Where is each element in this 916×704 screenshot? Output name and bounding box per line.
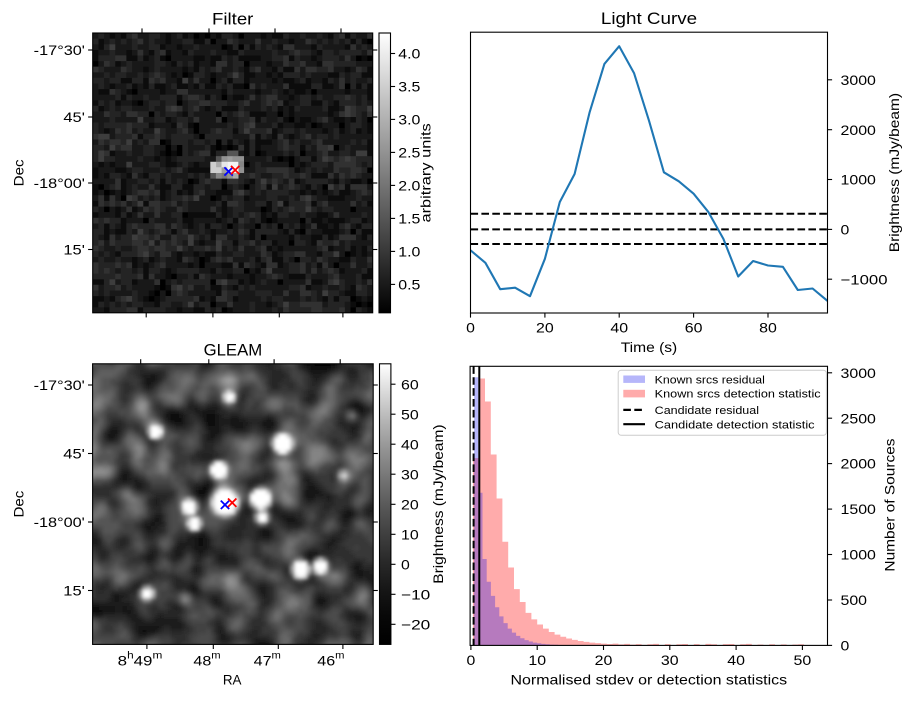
svg-text:20: 20	[595, 652, 613, 668]
svg-text:48m: 48 m	[193, 651, 220, 669]
svg-text:40: 40	[727, 652, 745, 668]
svg-text:3000: 3000	[841, 365, 877, 381]
svg-text:1000: 1000	[841, 547, 877, 563]
svg-text:46m: 46 m	[317, 651, 344, 669]
svg-text:50: 50	[401, 406, 419, 422]
svg-text:0: 0	[467, 652, 476, 668]
svg-text:3000: 3000	[841, 72, 877, 88]
svg-text:Known srcs detection statistic: Known srcs detection statistic	[655, 389, 821, 401]
svg-text:0.5: 0.5	[398, 277, 420, 293]
svg-text:20: 20	[536, 320, 554, 336]
svg-text:80: 80	[759, 320, 777, 336]
svg-text:Brightness (mJy/beam): Brightness (mJy/beam)	[886, 93, 902, 252]
svg-text:0: 0	[466, 320, 475, 336]
svg-text:1000: 1000	[841, 172, 877, 188]
svg-text:Brightness (mJy/beam): Brightness (mJy/beam)	[430, 424, 446, 583]
svg-text:15': 15'	[63, 242, 85, 258]
svg-text:0: 0	[841, 638, 850, 654]
svg-text:10: 10	[401, 526, 419, 542]
svg-text:RA: RA	[223, 672, 242, 688]
svg-text:-18°00': -18°00'	[34, 175, 85, 191]
svg-text:50: 50	[794, 652, 812, 668]
svg-text:arbitrary units: arbitrary units	[418, 123, 434, 222]
svg-text:20: 20	[401, 496, 419, 512]
svg-text:Candidate residual: Candidate residual	[655, 405, 759, 417]
svg-text:45': 45'	[63, 446, 85, 462]
svg-text:45': 45'	[63, 109, 85, 125]
svg-text:1500: 1500	[841, 501, 877, 517]
svg-text:Known srcs residual: Known srcs residual	[655, 374, 765, 386]
svg-text:0: 0	[841, 222, 850, 238]
svg-text:500: 500	[841, 592, 868, 608]
svg-text:60: 60	[685, 320, 703, 336]
svg-text:4.0: 4.0	[398, 46, 420, 62]
svg-text:Filter: Filter	[212, 10, 254, 29]
svg-text:30: 30	[401, 466, 419, 482]
svg-text:Light Curve: Light Curve	[601, 9, 697, 28]
svg-text:0: 0	[401, 556, 410, 572]
svg-text:3.5: 3.5	[398, 79, 420, 95]
svg-text:30: 30	[661, 652, 679, 668]
svg-text:2500: 2500	[841, 410, 877, 426]
svg-text:−1000: −1000	[841, 271, 888, 287]
svg-text:-17°30': -17°30'	[34, 377, 85, 393]
svg-text:60: 60	[401, 376, 419, 392]
svg-text:1.0: 1.0	[398, 244, 420, 260]
svg-text:Candidate detection statistic: Candidate detection statistic	[655, 419, 815, 431]
svg-text:2000: 2000	[841, 122, 877, 138]
svg-text:40: 40	[610, 320, 628, 336]
svg-text:3.0: 3.0	[398, 112, 420, 128]
svg-text:Dec: Dec	[11, 491, 27, 518]
svg-text:-18°00': -18°00'	[34, 514, 85, 530]
svg-text:2000: 2000	[841, 456, 877, 472]
svg-text:Normalised stdev or detection: Normalised stdev or detection statistics	[511, 671, 788, 687]
svg-text:Dec: Dec	[11, 159, 27, 186]
svg-text:47m: 47 m	[254, 651, 281, 669]
svg-text:−10: −10	[401, 586, 431, 602]
svg-text:Time (s): Time (s)	[621, 339, 678, 355]
svg-text:−20: −20	[401, 616, 431, 632]
svg-text:10: 10	[528, 652, 546, 668]
svg-text:2.0: 2.0	[398, 178, 420, 194]
svg-text:Number of Sources: Number of Sources	[882, 438, 898, 571]
svg-text:GLEAM: GLEAM	[204, 340, 263, 359]
svg-text:2.5: 2.5	[398, 145, 420, 161]
svg-text:1.5: 1.5	[398, 211, 420, 227]
svg-text:-17°30': -17°30'	[34, 42, 85, 58]
svg-text:15': 15'	[63, 583, 85, 599]
svg-text:40: 40	[401, 436, 419, 452]
